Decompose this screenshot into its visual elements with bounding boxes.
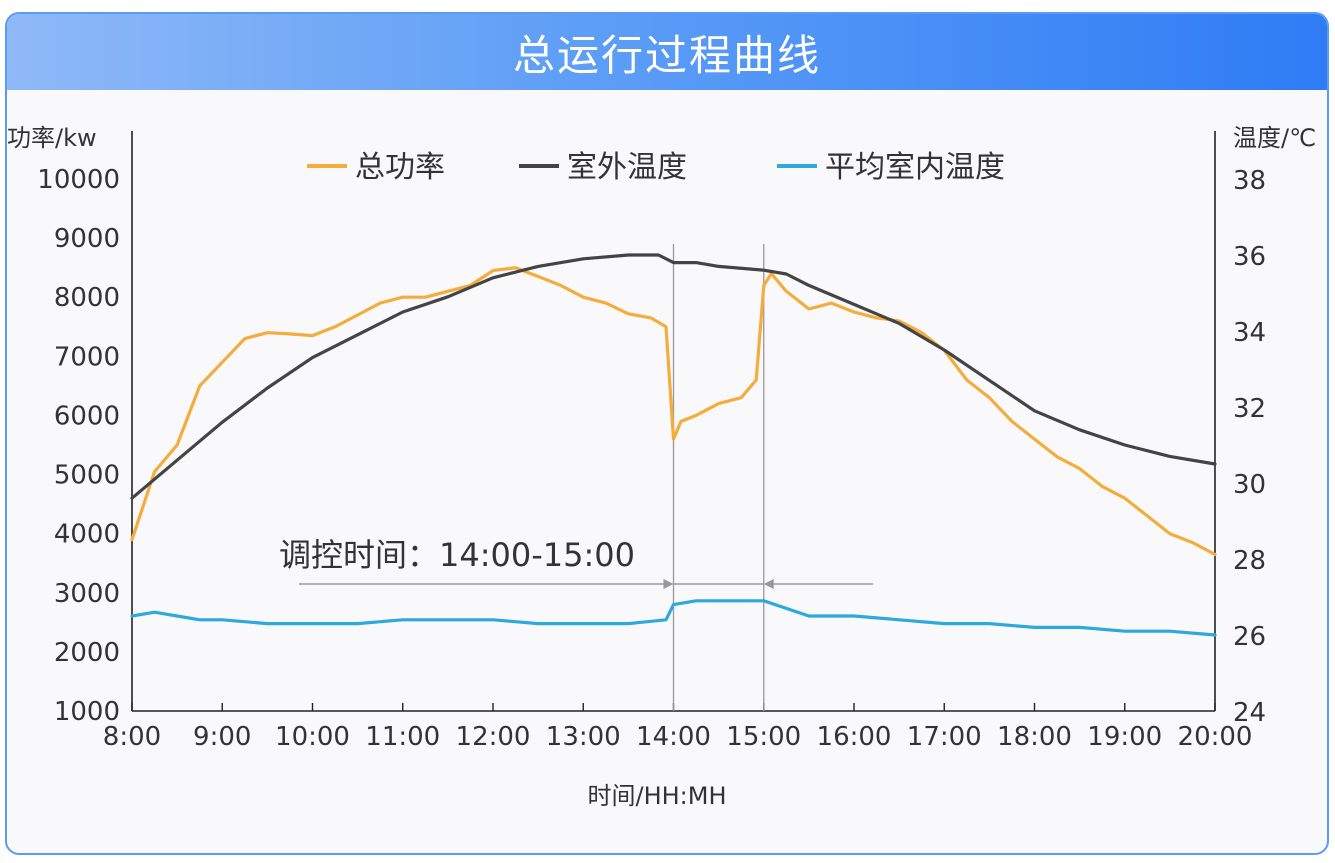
annotation-left-arrowhead (763, 579, 774, 589)
series-line-2 (130, 253, 1217, 500)
x-tick-label: 17:00 (907, 722, 982, 752)
header-bar: 总运行过程曲线 (7, 14, 1327, 90)
annotation-label: 调控时间：14:00-15:00 (279, 536, 635, 574)
right-y-tick-label: 32 (1233, 394, 1266, 424)
x-tick-label: 12:00 (456, 722, 531, 752)
annotation-right-arrowhead (663, 579, 674, 589)
x-axis-label: 时间/HH:MH (587, 782, 726, 810)
left-y-tick-label: 2000 (54, 638, 120, 668)
left-y-tick-label: 4000 (54, 520, 120, 550)
legend-label: 室外温度 (567, 150, 687, 185)
left-y-tick-label: 1000 (54, 697, 120, 727)
left-y-tick-label: 5000 (54, 461, 120, 491)
right-y-tick-label: 30 (1233, 470, 1266, 500)
right-y-tick-label: 34 (1233, 318, 1266, 348)
right-y-tick-label: 28 (1233, 546, 1266, 576)
left-y-tick-label: 9000 (54, 224, 120, 254)
control-annotation: 调控时间：14:00-15:00 (279, 536, 873, 589)
left-y-axis-label: 功率/kw (7, 124, 97, 152)
x-tick-label: 18:00 (997, 722, 1072, 752)
x-tick-label: 16:00 (817, 722, 892, 752)
right-y-tick-label: 38 (1233, 166, 1266, 196)
chart-title: 总运行过程曲线 (512, 30, 821, 80)
right-y-tick-label: 24 (1233, 698, 1266, 728)
left-y-tick-label: 10000 (37, 165, 120, 195)
x-tick-label: 9:00 (193, 722, 251, 752)
chart-card: 总运行过程曲线 8:00 9:00 10:00 11:00 12:00 13:00 14:0… (5, 12, 1329, 855)
x-tick-label: 15:00 (726, 722, 801, 752)
control-period-markers (672, 244, 765, 711)
x-tick-label: 19:00 (1087, 722, 1162, 752)
line-chart: 8:00 9:00 10:00 11:00 12:00 13:00 14:00 15:00 16… (7, 124, 1316, 810)
left-y-tick-label: 8000 (54, 283, 120, 313)
legend: 总功率 室外温度 平均室内温度 (307, 150, 1005, 185)
x-tick-label: 8:00 (103, 722, 161, 752)
legend-label: 平均室内温度 (825, 150, 1005, 185)
right-y-tick-label: 36 (1233, 242, 1266, 272)
x-tick-label: 13:00 (546, 722, 621, 752)
x-tick-label: 20:00 (1178, 722, 1253, 752)
series-lines (130, 253, 1217, 637)
left-y-tick-label: 7000 (54, 342, 120, 372)
left-y-tick-label: 6000 (54, 401, 120, 431)
right-y-axis-label: 温度/℃ (1233, 124, 1316, 152)
x-tick-label: 14:00 (636, 722, 711, 752)
series-line-3 (130, 599, 1217, 637)
x-tick-label: 11:00 (365, 722, 440, 752)
right-y-tick-label: 26 (1233, 622, 1266, 652)
left-y-tick-label: 3000 (54, 579, 120, 609)
x-tick-label: 10:00 (275, 722, 350, 752)
legend-label: 总功率 (355, 150, 445, 185)
axes: 8:00 9:00 10:00 11:00 12:00 13:00 14:00 15:00 16… (7, 124, 1316, 810)
series-line-1 (130, 266, 1217, 557)
